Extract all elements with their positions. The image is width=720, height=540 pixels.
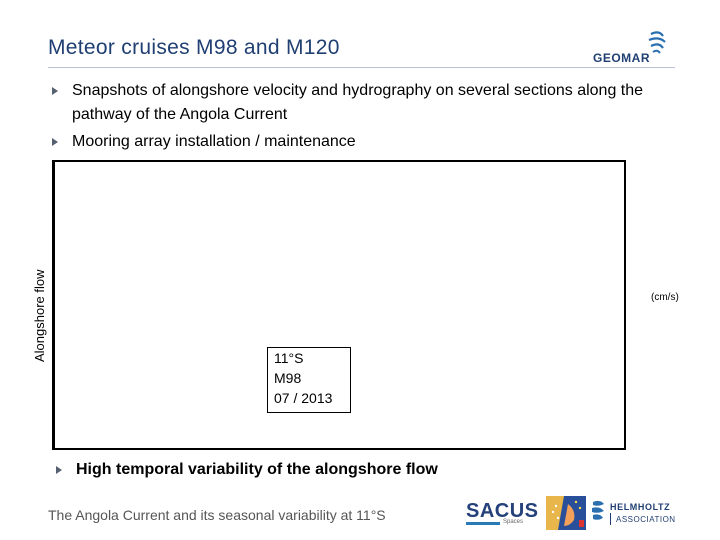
- title-divider: [48, 67, 675, 68]
- sacus-logo-subtext: Spaces: [503, 519, 524, 525]
- slide-title: Meteor cruises M98 and M120: [48, 36, 340, 59]
- section-latitude: 11°S: [274, 350, 304, 366]
- bullet-arrow-icon: [52, 87, 58, 95]
- helmholtz-logo-text: HELMHOLTZ: [610, 502, 671, 512]
- bullet-arrow-icon: [52, 138, 58, 146]
- figure-units-label: (cm/s): [651, 292, 679, 303]
- bullet-arrow-icon: [56, 466, 62, 474]
- section-cruise: M98: [274, 370, 302, 386]
- sacus-logo-bar: [466, 522, 500, 525]
- bullet-snapshots: Snapshots of alongshore velocity and hyd…: [72, 82, 644, 123]
- figure-y-axis-label: Alongshore flow: [32, 269, 47, 363]
- helmholtz-logo-bar: [610, 513, 611, 525]
- figure-left-border: [52, 160, 55, 450]
- figure-panel: [55, 160, 626, 450]
- section-label-box: 11°S M98 07 / 2013: [267, 347, 351, 413]
- geomar-swirl-icon: [648, 31, 666, 54]
- sacus-logo-text: SACUS: [466, 500, 539, 522]
- sacus-logo: SACUS Spaces: [466, 498, 538, 528]
- section-date: 07 / 2013: [274, 390, 333, 406]
- helmholtz-mark-icon: [592, 500, 604, 520]
- geomar-logo: GEOMAR: [593, 30, 675, 66]
- bullet-mooring: Mooring array installation / maintenance: [72, 133, 356, 150]
- conclusion-bullet: High temporal variability of the alongsh…: [76, 461, 438, 478]
- helmholtz-logo-subtext: ASSOCIATION: [616, 515, 676, 524]
- preface-logo: [546, 496, 586, 530]
- helmholtz-logo: HELMHOLTZ ASSOCIATION: [590, 497, 680, 527]
- geomar-logo-text: GEOMAR: [593, 51, 650, 65]
- footer-text: The Angola Current and its seasonal vari…: [48, 507, 386, 523]
